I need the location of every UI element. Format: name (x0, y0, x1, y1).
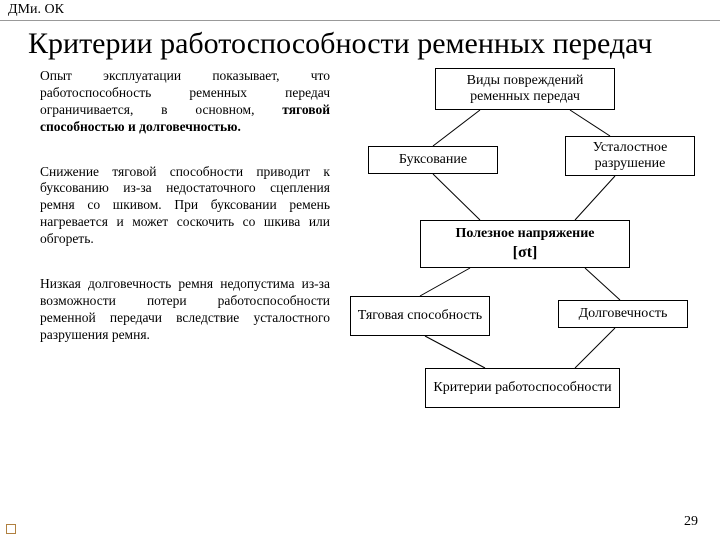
diagram-area: Виды повреждений ременных передач Буксова… (340, 68, 708, 468)
box-fatigue: Усталостное разрушение (565, 136, 695, 176)
paragraph-1: Опыт эксплуатации показывает, что работо… (40, 68, 330, 136)
content-columns: Опыт эксплуатации показывает, что работо… (0, 68, 720, 468)
box-fatigue-label: Усталостное разрушение (572, 140, 688, 172)
box-types-label: Виды повреждений ременных передач (442, 73, 608, 105)
box-durability: Долговечность (558, 300, 688, 328)
box-slip: Буксование (368, 146, 498, 174)
box-slip-label: Буксование (399, 152, 467, 168)
header-bar: ДМи. ОК (0, 0, 720, 21)
edge-0 (433, 110, 480, 146)
box-durability-label: Долговечность (579, 306, 668, 322)
box-useful: Полезное напряжение [σt] (420, 220, 630, 268)
page-number: 29 (684, 514, 698, 530)
corner-decoration-icon (6, 524, 16, 534)
box-criteria-label: Критерии работоспособности (433, 380, 611, 396)
edge-4 (420, 268, 470, 296)
edge-2 (433, 174, 480, 220)
connector-lines (340, 68, 708, 468)
box-criteria: Критерии работоспособности (425, 368, 620, 408)
box-useful-label: Полезное напряжение (455, 226, 594, 242)
paragraph-3: Низкая долговечность ремня недопустима и… (40, 276, 330, 344)
sigma-label: [σt] (513, 244, 538, 262)
edge-3 (575, 176, 615, 220)
header-label: ДМи. ОК (8, 2, 64, 17)
edge-6 (425, 336, 485, 368)
box-traction: Тяговая способность (350, 296, 490, 336)
box-traction-label: Тяговая способность (358, 308, 482, 324)
edge-1 (570, 110, 610, 136)
paragraph-2: Снижение тяговой способности приводит к … (40, 164, 330, 248)
edge-5 (585, 268, 620, 300)
left-column: Опыт эксплуатации показывает, что работо… (40, 68, 340, 468)
edge-7 (575, 328, 615, 368)
box-types: Виды повреждений ременных передач (435, 68, 615, 110)
page-title: Критерии работоспособности ременных пере… (0, 21, 720, 68)
